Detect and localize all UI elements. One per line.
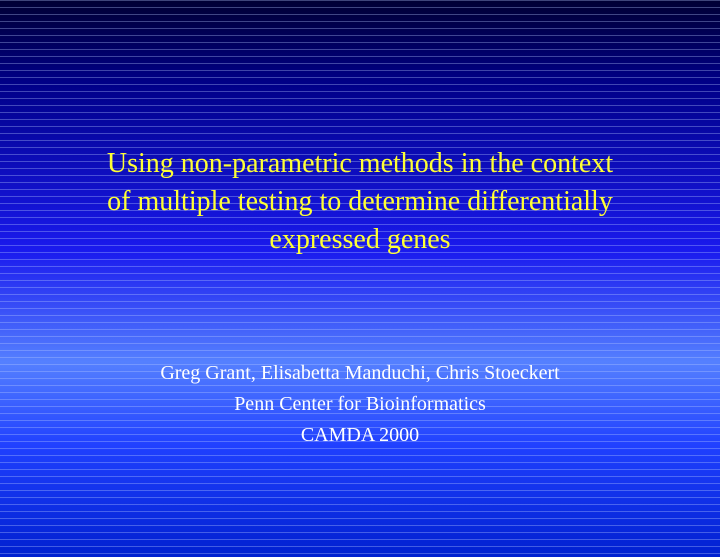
authors-block: Greg Grant, Elisabetta Manduchi, Chris S… <box>60 358 660 451</box>
authors-line: Greg Grant, Elisabetta Manduchi, Chris S… <box>60 358 660 389</box>
slide: Using non-parametric methods in the cont… <box>0 0 720 557</box>
slide-content: Using non-parametric methods in the cont… <box>0 0 720 557</box>
slide-title: Using non-parametric methods in the cont… <box>60 0 660 258</box>
event-line: CAMDA 2000 <box>60 420 660 451</box>
title-line-1: Using non-parametric methods in the cont… <box>60 145 660 183</box>
title-line-3: expressed genes <box>60 221 660 259</box>
title-line-2: of multiple testing to determine differe… <box>60 183 660 221</box>
affiliation-line: Penn Center for Bioinformatics <box>60 389 660 420</box>
